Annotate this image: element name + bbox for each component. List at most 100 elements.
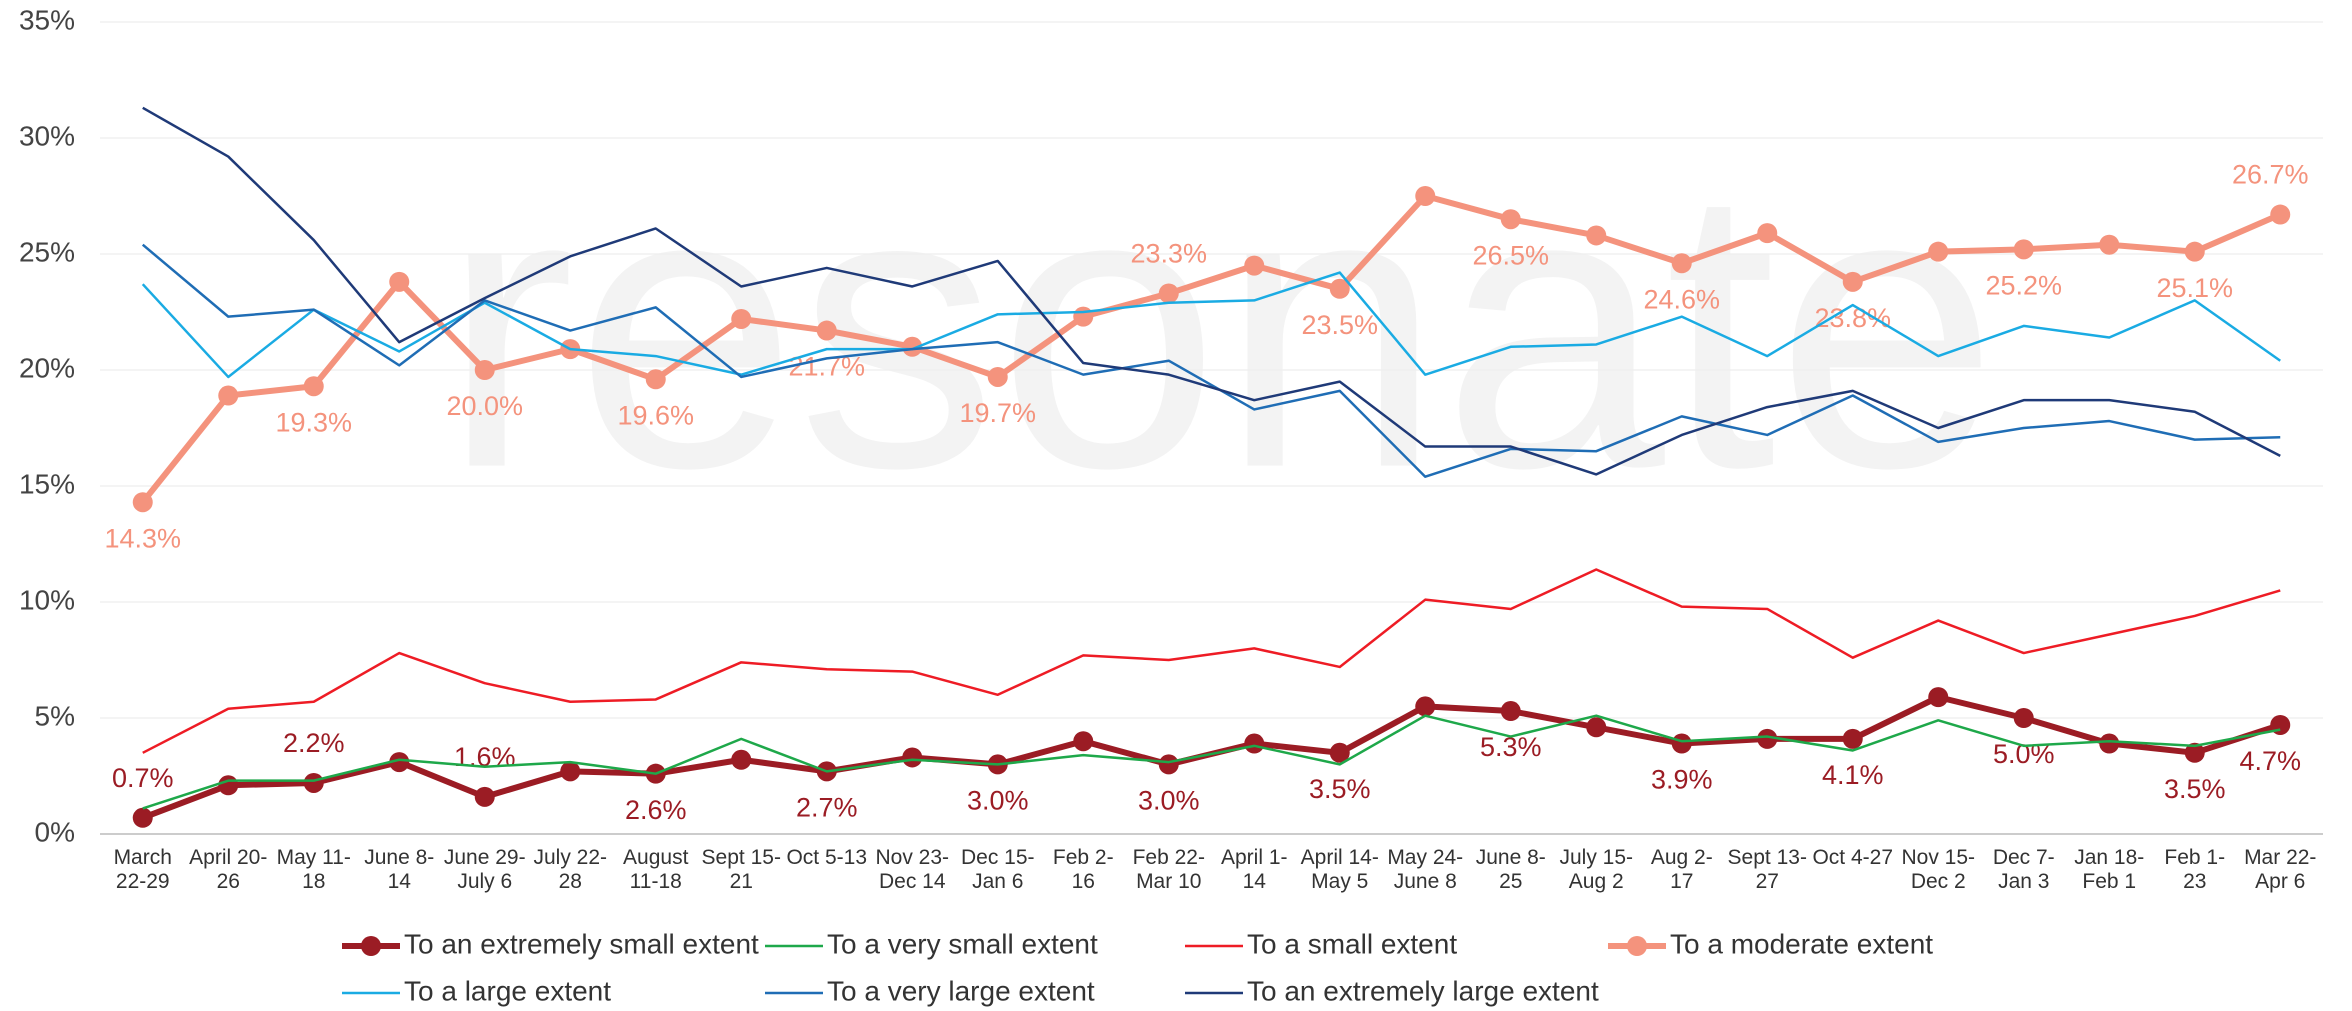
x-tick-label: Feb 2-16 xyxy=(1052,846,1114,893)
data-label: 2.2% xyxy=(283,728,345,758)
point-marker xyxy=(1073,306,1094,327)
point-marker xyxy=(1415,696,1436,717)
data-label: 25.2% xyxy=(1985,270,2062,300)
x-tick-label: Dec 7-Jan 3 xyxy=(1992,846,2055,893)
data-label: 26.5% xyxy=(1472,240,1549,270)
data-label: 2.7% xyxy=(796,792,858,822)
point-marker xyxy=(731,749,752,770)
point-marker xyxy=(902,336,923,357)
data-label: 4.7% xyxy=(2239,746,2301,776)
y-tick-label: 20% xyxy=(19,352,75,383)
data-label: 3.0% xyxy=(1138,786,1200,816)
point-marker xyxy=(132,807,153,828)
series-line xyxy=(141,271,2281,379)
point-marker xyxy=(1671,733,1692,754)
data-label: 3.5% xyxy=(1309,774,1371,804)
point-marker xyxy=(2013,239,2034,260)
x-tick-label: May 11-18 xyxy=(276,846,351,893)
point-marker xyxy=(2099,733,2120,754)
x-tick-label: Aug 2-17 xyxy=(1650,846,1713,893)
x-tick-label: Dec 15-Jan 6 xyxy=(960,846,1035,893)
x-tick-label: June 8-25 xyxy=(1475,846,1546,893)
point-marker xyxy=(218,775,239,796)
point-marker xyxy=(1415,186,1436,206)
point-marker xyxy=(1757,223,1778,244)
data-label: 0.7% xyxy=(112,763,174,793)
point-marker xyxy=(560,761,581,782)
legend-label: To an extremely large extent xyxy=(1247,975,1599,1006)
legend-marker xyxy=(1627,936,1647,956)
point-marker xyxy=(1158,283,1179,304)
legend-marker xyxy=(361,936,381,956)
data-label: 14.3% xyxy=(104,523,181,553)
data-label: 23.8% xyxy=(1814,303,1891,333)
series-line xyxy=(142,714,2281,810)
point-marker xyxy=(1671,253,1692,274)
point-marker xyxy=(2099,234,2120,255)
x-tick-label: Feb 1-23 xyxy=(2164,846,2226,893)
point-marker xyxy=(2270,204,2291,225)
x-tick-label: June 8-14 xyxy=(364,846,435,893)
y-tick-label: 10% xyxy=(19,584,75,615)
x-tick-label: June 29-July 6 xyxy=(443,846,526,893)
x-tick-label: April 20-26 xyxy=(189,846,268,893)
x-tick-label: Nov 15-Dec 2 xyxy=(1901,846,1976,893)
legend-label: To a small extent xyxy=(1247,928,1457,959)
point-marker xyxy=(1073,731,1094,752)
point-marker xyxy=(902,747,923,768)
x-tick-label: Nov 23-Dec 14 xyxy=(875,846,950,893)
watermark: resonate xyxy=(442,104,1999,551)
point-marker xyxy=(987,366,1008,387)
legend-label: To a very small extent xyxy=(827,928,1098,959)
x-tick-label: March 22-29 xyxy=(113,846,172,893)
data-label: 23.5% xyxy=(1301,310,1378,340)
data-label: 23.3% xyxy=(1130,239,1207,269)
point-marker xyxy=(2184,742,2205,763)
point-marker xyxy=(303,376,324,397)
y-tick-label: 25% xyxy=(19,236,75,267)
point-marker xyxy=(474,786,495,807)
x-tick-label: Oct 5-13 xyxy=(786,846,868,869)
data-label: 19.3% xyxy=(275,407,352,437)
point-marker xyxy=(389,271,410,292)
point-marker xyxy=(132,492,153,513)
point-marker xyxy=(474,360,495,380)
legend-label: To a large extent xyxy=(404,975,611,1006)
point-marker xyxy=(2184,241,2205,262)
point-marker xyxy=(1586,717,1607,738)
x-tick-label: July 15-Aug 2 xyxy=(1559,846,1634,893)
series-line xyxy=(142,568,2281,754)
legend-label: To a very large extent xyxy=(827,975,1095,1006)
data-label: 20.0% xyxy=(446,391,523,421)
data-label: 24.6% xyxy=(1643,284,1720,314)
data-label: 3.0% xyxy=(967,786,1029,816)
point-marker xyxy=(1586,225,1607,246)
y-tick-label: 5% xyxy=(35,700,75,731)
point-marker xyxy=(1500,701,1521,722)
data-label: 19.7% xyxy=(959,398,1036,428)
legend-label: To an extremely small extent xyxy=(404,928,759,959)
point-marker xyxy=(1757,728,1778,749)
data-label: 25.1% xyxy=(2156,273,2233,303)
point-marker xyxy=(389,752,410,773)
x-tick-label: Sept 15-21 xyxy=(701,846,781,893)
point-marker xyxy=(1928,687,1949,708)
point-marker xyxy=(816,320,837,341)
point-marker xyxy=(1244,255,1265,276)
series-line xyxy=(142,106,2281,476)
point-marker xyxy=(1928,241,1949,262)
series-line xyxy=(141,243,2281,478)
data-label: 3.9% xyxy=(1651,765,1713,795)
point-marker xyxy=(303,772,324,793)
x-tick-label: Oct 4-27 xyxy=(1812,846,1894,869)
data-label: 3.5% xyxy=(2164,774,2226,804)
series-line xyxy=(140,193,2282,505)
x-tick-label: Mar 22-Apr 6 xyxy=(2244,846,2317,893)
x-tick-label: April 1-14 xyxy=(1220,846,1288,893)
x-tick-label: April 14-May 5 xyxy=(1300,846,1379,893)
y-tick-label: 35% xyxy=(19,4,75,35)
y-tick-label: 15% xyxy=(19,468,75,499)
data-label: 2.6% xyxy=(625,795,687,825)
legend-label: To a moderate extent xyxy=(1670,928,1933,959)
